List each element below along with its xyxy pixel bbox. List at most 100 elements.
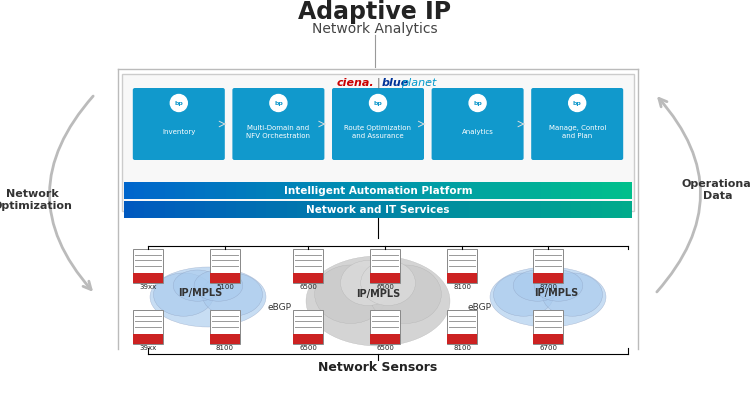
Bar [134,182,145,200]
FancyBboxPatch shape [370,273,400,283]
Bar [561,182,572,200]
Text: IP/MPLS: IP/MPLS [534,287,578,297]
Bar [388,182,399,200]
Bar [602,202,612,218]
Text: Network Sensors: Network Sensors [318,361,438,373]
FancyBboxPatch shape [210,249,240,283]
FancyBboxPatch shape [531,89,623,161]
FancyBboxPatch shape [431,89,524,161]
Bar [449,202,460,218]
Bar [429,182,439,200]
Bar [317,202,328,218]
Bar [347,182,358,200]
Bar [571,202,582,218]
Bar [368,202,379,218]
FancyBboxPatch shape [447,249,477,283]
Bar [581,182,592,200]
Bar [144,202,155,218]
Ellipse shape [369,265,441,324]
Text: Manage, Control
and Plan: Manage, Control and Plan [548,125,606,138]
Bar [215,202,226,218]
Circle shape [170,95,188,112]
Bar [612,182,622,200]
Bar [510,182,520,200]
Bar [612,202,622,218]
Bar [317,182,328,200]
Bar [561,202,572,218]
Bar [419,202,429,218]
Ellipse shape [173,270,222,301]
Bar [297,202,307,218]
Text: 8100: 8100 [453,283,471,289]
Bar [124,182,135,200]
Ellipse shape [534,270,583,301]
Text: Network Analytics: Network Analytics [312,22,438,36]
Bar [571,182,582,200]
Ellipse shape [361,261,416,306]
Bar [358,182,368,200]
Bar [591,202,602,218]
Bar [368,182,379,200]
Text: Network and IT Services: Network and IT Services [306,205,450,215]
Text: 6500: 6500 [299,283,317,289]
Bar [307,182,317,200]
Bar [398,182,409,200]
Bar [419,182,429,200]
Text: IP/MPLS: IP/MPLS [356,288,401,298]
Bar [479,202,490,218]
Bar [175,182,185,200]
Bar [286,202,297,218]
Bar [550,202,562,218]
FancyBboxPatch shape [533,334,563,344]
Bar [530,182,541,200]
Bar [266,202,277,218]
FancyBboxPatch shape [293,273,323,283]
Bar [195,182,206,200]
Bar [277,182,287,200]
Bar [124,202,135,218]
Bar [500,202,511,218]
Text: 6500: 6500 [376,283,394,289]
Ellipse shape [194,270,243,301]
FancyBboxPatch shape [370,334,400,344]
Bar [581,202,592,218]
Text: 39xx: 39xx [140,344,157,350]
Bar [236,202,247,218]
Circle shape [370,95,386,112]
FancyBboxPatch shape [533,310,563,344]
Bar [470,182,480,200]
Bar [338,202,348,218]
Text: bp: bp [374,101,382,106]
Text: 6500: 6500 [299,344,317,350]
Bar [195,202,206,218]
Bar [470,202,480,218]
Bar [165,182,176,200]
Text: bp: bp [573,101,581,106]
Bar [286,182,297,200]
Bar [439,182,449,200]
Text: :: : [427,78,430,88]
Ellipse shape [306,256,450,346]
Bar [144,182,155,200]
Bar [236,182,247,200]
Text: 6700: 6700 [539,344,557,350]
Bar [134,202,145,218]
Circle shape [568,95,586,112]
Text: bp: bp [274,101,283,106]
Ellipse shape [340,261,395,306]
Bar [541,182,551,200]
Text: Route Optimization
and Assurance: Route Optimization and Assurance [344,125,412,138]
Bar [510,202,520,218]
Ellipse shape [542,273,602,317]
Bar [550,182,562,200]
Bar [459,182,470,200]
Bar [185,182,196,200]
Bar [409,182,419,200]
Bar [378,202,388,218]
FancyBboxPatch shape [370,310,400,344]
FancyBboxPatch shape [133,89,225,161]
Bar [479,182,490,200]
Bar [459,202,470,218]
Bar [154,182,165,200]
Bar [277,202,287,218]
